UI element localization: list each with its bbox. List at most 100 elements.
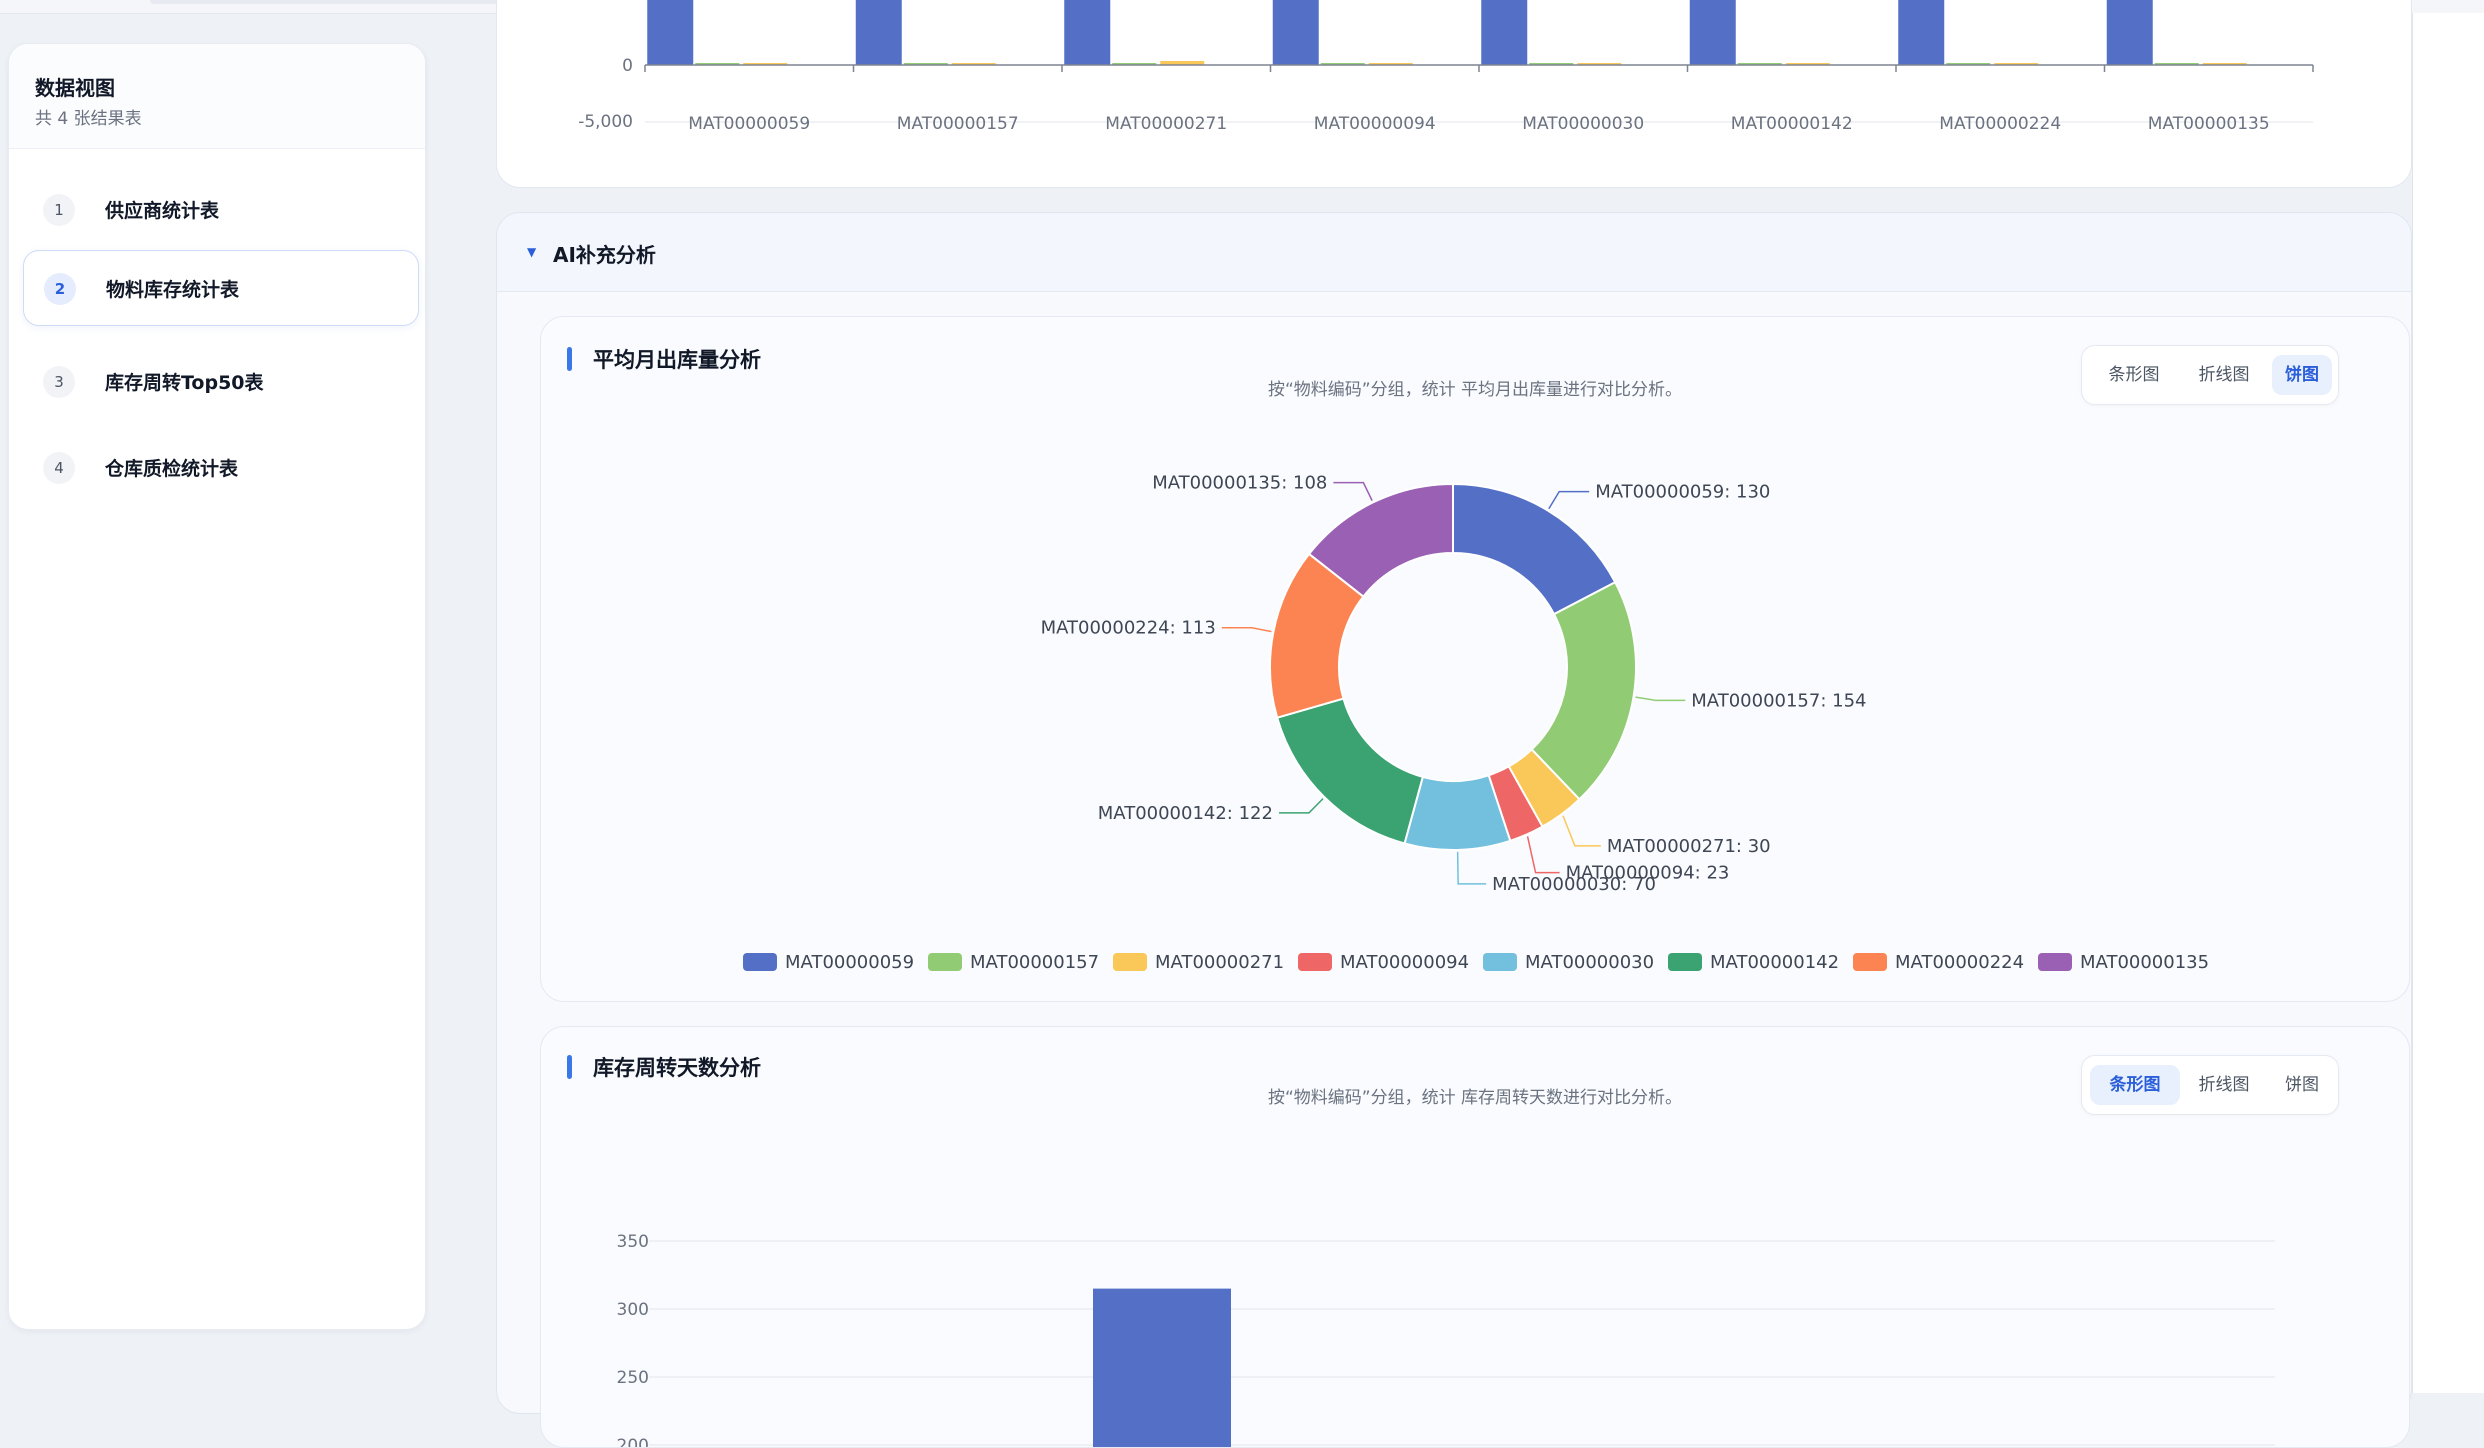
y-tick-label: 300	[617, 1300, 649, 1320]
y-tick-label: -5,000	[578, 112, 633, 132]
sidebar-item-label: 库存周转Top50表	[105, 372, 264, 394]
legend-swatch[interactable]	[1668, 953, 1702, 971]
pie-leader-line	[1333, 481, 1373, 501]
x-category-label: MAT00000224	[1939, 114, 2061, 134]
pie-data-label: MAT00000142: 122	[1098, 803, 1273, 824]
chart-type-toggle: 条形图 折线图 饼图	[2081, 1055, 2339, 1115]
bar-series2	[1112, 63, 1157, 65]
pie-legend-group: MAT00000059 MAT00000157 MAT00000271 MAT0000…	[743, 952, 2209, 973]
turnover-days-bar-chart: 350 300 250 200	[617, 1232, 2275, 1447]
caret-down-icon[interactable]: ▼	[527, 245, 537, 259]
bar-series2	[695, 63, 740, 65]
sidebar-item-material-stock[interactable]: 2 物料库存统计表	[23, 250, 419, 326]
toggle-line-button[interactable]: 折线图	[2198, 1075, 2250, 1095]
legend-label[interactable]: MAT00000224	[1895, 952, 2024, 973]
x-category-label: MAT00000157	[897, 114, 1019, 134]
bar-series3	[1785, 63, 1830, 65]
x-category-label: MAT00000135	[2148, 114, 2270, 134]
pie-leader-line	[1635, 696, 1686, 702]
sidebar-item-number: 2	[44, 273, 76, 305]
pie-leader-line	[1562, 815, 1601, 847]
toggle-pie-button[interactable]: 饼图	[2272, 355, 2332, 395]
stock-bar-chart-card: 0 -5,000 MAT00000059 MAT00000157 MAT000002…	[496, 0, 2412, 188]
bar-series3	[1994, 63, 2039, 65]
toggle-bar-button[interactable]: 条形图	[2108, 365, 2160, 385]
pie-leader-line	[1278, 798, 1324, 814]
card-description: 按“物料编码”分组，统计 库存周转天数进行对比分析。	[1267, 1088, 1683, 1108]
x-ticks-group	[644, 65, 2314, 72]
sidebar-item-supplier-stats[interactable]: 1 供应商统计表	[23, 172, 417, 246]
toggle-pie-button[interactable]: 饼图	[2285, 1075, 2319, 1095]
legend-swatch[interactable]	[928, 953, 962, 971]
toggle-line-button[interactable]: 折线图	[2198, 365, 2250, 385]
bar-series3	[1160, 61, 1205, 65]
sidebar-item-label: 物料库存统计表	[106, 279, 240, 301]
legend-label[interactable]: MAT00000271	[1155, 952, 1284, 973]
sidebar-item-number: 4	[43, 452, 75, 484]
chart-type-toggle: 条形图 折线图 饼图	[2081, 345, 2339, 405]
card-title: 平均月出库量分析	[593, 348, 761, 372]
sidebar-item-number: 3	[43, 366, 75, 398]
legend-label[interactable]: MAT00000142	[1710, 952, 1839, 973]
bar-series3	[2202, 63, 2247, 65]
legend-swatch[interactable]	[2038, 953, 2072, 971]
legend-swatch[interactable]	[1113, 953, 1147, 971]
pie-leader-line	[1456, 851, 1487, 885]
bar-series3	[743, 63, 788, 65]
toggle-bar-button[interactable]: 条形图	[2090, 1065, 2180, 1105]
sidebar-item-turnover-top50[interactable]: 3 库存周转Top50表	[23, 344, 417, 418]
pie-leader-line	[1526, 836, 1560, 874]
legend-label[interactable]: MAT00000135	[2080, 952, 2209, 973]
bar-series2	[1946, 63, 1991, 65]
stock-bar-chart: 0 -5,000 MAT00000059 MAT00000157 MAT000002…	[578, 0, 2314, 134]
x-category-labels: MAT00000059 MAT00000157 MAT00000271 MAT0000…	[688, 114, 2269, 134]
y-tick-label: 200	[617, 1436, 649, 1447]
pie-data-label: MAT00000271: 30	[1607, 836, 1771, 857]
legend-label[interactable]: MAT00000157	[970, 952, 1099, 973]
card-title: 库存周转天数分析	[593, 1056, 761, 1080]
bar-series3	[951, 63, 996, 65]
avg-outbound-card: 平均月出库量分析 按“物料编码”分组，统计 平均月出库量进行对比分析。 条形图 …	[540, 316, 2410, 1002]
y-tick-label: 250	[617, 1368, 649, 1388]
top-bars-group	[647, 0, 2247, 65]
sidebar-title: 数据视图	[35, 76, 115, 100]
bar-series2	[2154, 63, 2199, 65]
pie-data-label: MAT00000135: 108	[1152, 473, 1327, 494]
ai-section-title: AI补充分析	[553, 243, 656, 267]
bar-turnover-days[interactable]	[1093, 1288, 1231, 1447]
legend-swatch[interactable]	[1298, 953, 1332, 971]
sidebar-item-label: 仓库质检统计表	[105, 458, 239, 480]
legend-label[interactable]: MAT00000030	[1525, 952, 1654, 973]
bar-series1	[1272, 0, 1319, 65]
x-category-label: MAT00000271	[1105, 114, 1227, 134]
y-tick-label: 350	[617, 1232, 649, 1252]
pie-slice[interactable]	[1275, 697, 1425, 845]
legend-swatch[interactable]	[1483, 953, 1517, 971]
sidebar-header: 数据视图 共 4 张结果表	[9, 44, 425, 149]
x-category-label: MAT00000142	[1731, 114, 1853, 134]
sidebar-item-number: 1	[43, 194, 75, 226]
bar-series1	[2106, 0, 2153, 65]
title-accent-bar	[567, 347, 572, 371]
pie-slice[interactable]	[1307, 482, 1454, 598]
right-divider	[2412, 13, 2413, 1393]
bar-series1	[1898, 0, 1945, 65]
avg-outbound-donut-chart: MAT00000059: 130 MAT00000157: 154 MAT00000…	[743, 473, 2209, 973]
legend-swatch[interactable]	[743, 953, 777, 971]
bar-series1	[855, 0, 902, 65]
pie-data-label: MAT00000094: 23	[1566, 863, 1730, 884]
bar-series3	[1577, 63, 1622, 65]
sidebar-item-warehouse-qc[interactable]: 4 仓库质检统计表	[23, 430, 417, 504]
legend-label[interactable]: MAT00000059	[785, 952, 914, 973]
bar-series1	[1064, 0, 1111, 65]
bar-series1	[1481, 0, 1528, 65]
pie-data-label: MAT00000030: 70	[1492, 874, 1656, 895]
grid-group: 350 300 250 200	[617, 1232, 2275, 1447]
pie-leader-line	[1221, 626, 1272, 633]
legend-label[interactable]: MAT00000094	[1340, 952, 1469, 973]
ai-section-header[interactable]: ▼ AI补充分析	[497, 213, 2411, 292]
bar-series2	[1320, 63, 1365, 65]
sidebar-subtitle: 共 4 张结果表	[35, 109, 142, 129]
legend-swatch[interactable]	[1853, 953, 1887, 971]
turnover-days-card: 库存周转天数分析 按“物料编码”分组，统计 库存周转天数进行对比分析。 条形图 …	[540, 1026, 2410, 1448]
